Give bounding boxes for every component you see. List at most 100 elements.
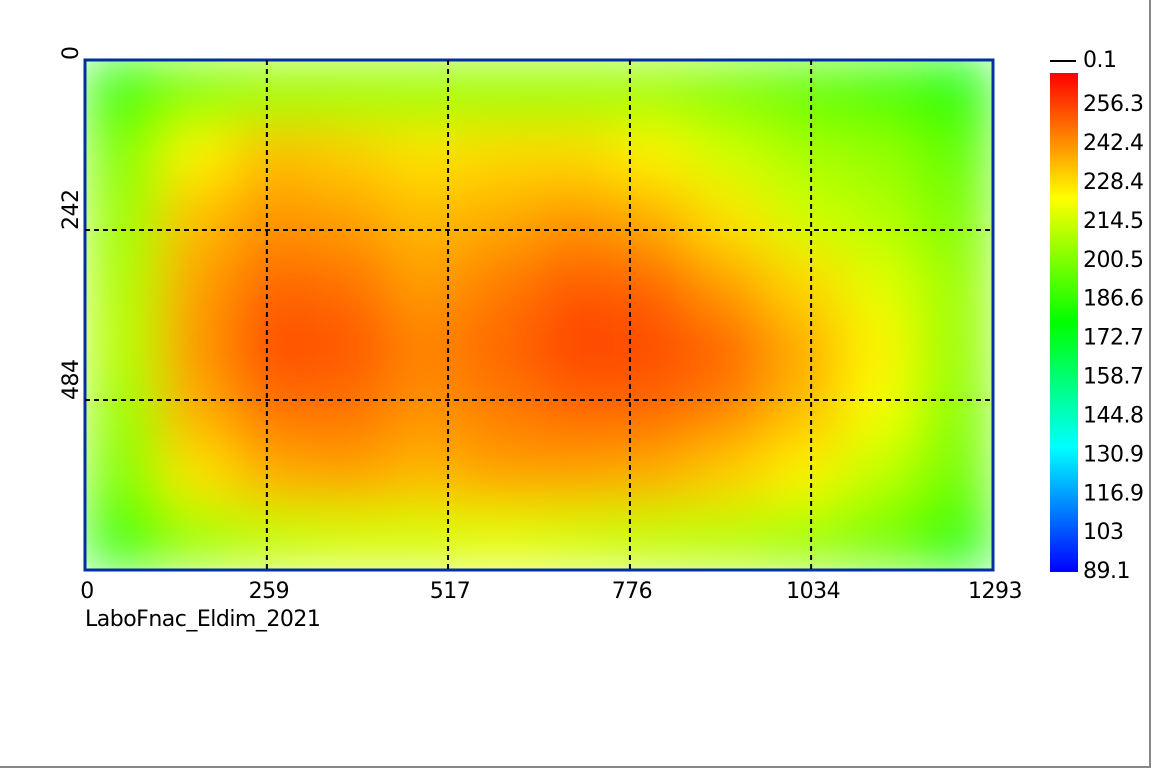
heat-cell [841, 442, 918, 507]
colorbar-tick-label: 158.7 [1083, 365, 1143, 390]
x-tick-label: 1034 [786, 579, 840, 604]
heat-cell [235, 187, 313, 252]
heat-cell [689, 60, 767, 125]
heat-cell [235, 60, 313, 125]
heat-cell [311, 378, 389, 443]
heat-cell [689, 505, 767, 570]
heat-cell [689, 250, 767, 316]
heat-cell [916, 123, 993, 188]
heat-cell [841, 187, 918, 252]
heat-cell [311, 187, 389, 252]
heat-cell [387, 314, 464, 380]
heat-cell [85, 250, 162, 316]
heat-cell [765, 123, 843, 188]
heat-cell [311, 442, 389, 507]
heat-cell [85, 314, 162, 380]
x-tick-label: 776 [612, 579, 653, 604]
heat-cell [916, 60, 993, 125]
heat-cell [462, 250, 540, 316]
heat-cell [160, 60, 237, 125]
heat-cell [387, 378, 464, 443]
heat-cell [387, 442, 464, 507]
heat-cell [160, 314, 237, 380]
heat-cell [462, 505, 540, 570]
heat-cell [538, 60, 616, 125]
colorbar-tick-label: 172.7 [1083, 326, 1143, 351]
footer-label: LaboFnac_Eldim_2021 [85, 607, 320, 632]
heat-cell [916, 250, 993, 316]
heatmap [85, 60, 993, 570]
heat-cell [916, 187, 993, 252]
heat-cell [538, 123, 616, 188]
heat-cell [235, 378, 313, 443]
heat-cell [311, 60, 389, 125]
heat-cell [387, 505, 464, 570]
heat-cell [387, 60, 464, 125]
heat-cell [538, 314, 616, 380]
colorbar-tick-label: 214.5 [1083, 209, 1143, 234]
colorbar-tick-label: 116.9 [1083, 481, 1143, 506]
heat-cell [614, 60, 691, 125]
heat-cell [689, 187, 767, 252]
x-tick-label: 517 [430, 579, 471, 604]
heat-cell [235, 123, 313, 188]
heat-cell [765, 250, 843, 316]
heat-cell [387, 123, 464, 188]
heat-cell [85, 505, 162, 570]
colorbar-tick-label: 228.4 [1083, 170, 1143, 195]
heat-cell [160, 505, 237, 570]
heat-cell [689, 123, 767, 188]
colorbar-tick-label: 200.5 [1083, 248, 1143, 273]
heat-cell [85, 60, 162, 125]
heat-cell [160, 187, 237, 252]
heat-cell [614, 442, 691, 507]
heat-cell [462, 442, 540, 507]
heat-cell [160, 442, 237, 507]
heat-cell [235, 250, 313, 316]
heat-cell [614, 123, 691, 188]
heat-cell [841, 505, 918, 570]
heat-cell [235, 442, 313, 507]
heat-cell [689, 442, 767, 507]
colorbar-tick-label: 242.4 [1083, 131, 1143, 156]
heat-cell [538, 250, 616, 316]
heat-cell [538, 378, 616, 443]
heat-cell [765, 442, 843, 507]
heat-cell [235, 314, 313, 380]
heat-cell [462, 60, 540, 125]
colorbar-tick-label: 130.9 [1083, 442, 1143, 467]
heat-cell [160, 378, 237, 443]
heat-cell [765, 60, 843, 125]
colorbar-tick-label: 89.1 [1083, 559, 1130, 584]
heat-cell [614, 187, 691, 252]
heat-cell [160, 250, 237, 316]
heat-cell [916, 442, 993, 507]
heat-cell [841, 123, 918, 188]
heat-cell [311, 250, 389, 316]
heat-cell [85, 187, 162, 252]
heat-cell [311, 123, 389, 188]
colorbar-tick-label: 103 [1083, 520, 1124, 545]
heat-cell [462, 378, 540, 443]
heat-cell [916, 314, 993, 380]
heat-cell [387, 187, 464, 252]
heat-cell [614, 505, 691, 570]
heat-cell [311, 314, 389, 380]
heat-cell [462, 314, 540, 380]
y-tick-label: 0 [59, 47, 84, 61]
heat-cell [689, 378, 767, 443]
heat-cell [841, 314, 918, 380]
heat-cell [916, 505, 993, 570]
heat-cell [538, 442, 616, 507]
heat-cell [235, 505, 313, 570]
x-tick-label: 1293 [968, 579, 1022, 604]
heat-cell [841, 378, 918, 443]
heat-cell [765, 505, 843, 570]
heat-cell [462, 123, 540, 188]
x-tick-label: 0 [80, 579, 94, 604]
heat-cell [311, 505, 389, 570]
heat-cell [765, 314, 843, 380]
colorbar-marker-label: 0.1 [1083, 48, 1117, 73]
y-tick-label: 242 [59, 190, 84, 231]
